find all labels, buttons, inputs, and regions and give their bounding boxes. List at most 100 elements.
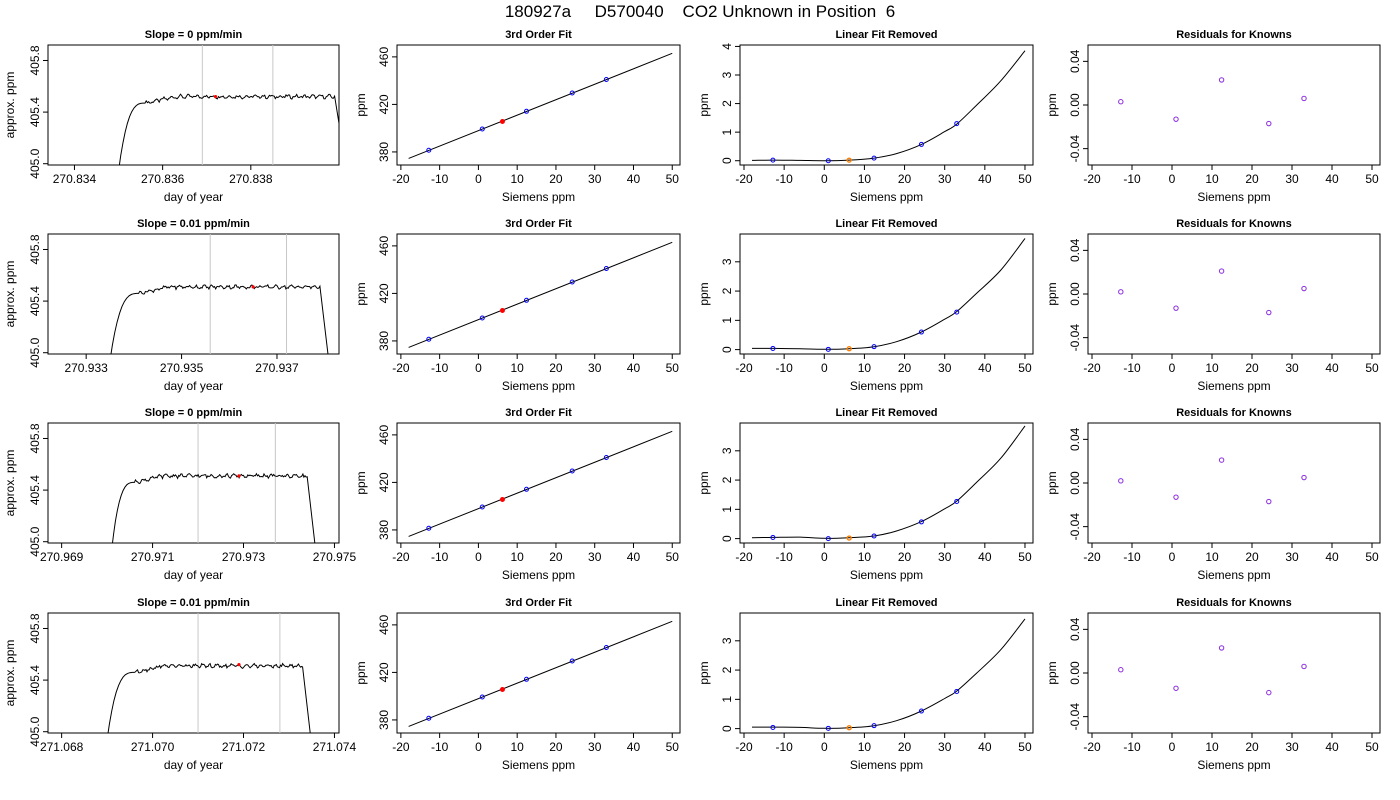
known-point bbox=[954, 309, 960, 315]
known-point bbox=[770, 724, 776, 730]
y-axis-label: ppm bbox=[354, 661, 368, 684]
y-tick-label: 420 bbox=[377, 283, 391, 303]
x-tick-label: 40 bbox=[627, 172, 641, 186]
y-tick-label: 2 bbox=[720, 100, 734, 107]
y-tick-label: 1 bbox=[720, 696, 734, 703]
x-tick-label: -20 bbox=[1083, 550, 1101, 564]
x-tick-label: -20 bbox=[735, 172, 753, 186]
residual-point bbox=[1118, 478, 1124, 484]
current-point-marker bbox=[251, 285, 255, 289]
residual-point bbox=[1173, 305, 1179, 311]
x-tick-label: 270.838 bbox=[229, 172, 273, 186]
x-axis-label: day of year bbox=[164, 758, 223, 772]
plot-area bbox=[408, 52, 673, 159]
x-tick-label: 270.937 bbox=[255, 361, 299, 375]
x-axis-label: Siemens ppm bbox=[850, 758, 923, 772]
x-tick-label: 0 bbox=[1169, 361, 1176, 375]
subplot-r2-c3: Linear Fit Removed -20 -10 0 10 20 30 40 50 0 1 2 3 S… bbox=[697, 218, 1034, 393]
x-tick-label: 40 bbox=[978, 740, 992, 754]
y-tick-label: 405.8 bbox=[28, 613, 42, 643]
known-point bbox=[825, 536, 831, 542]
y-tick-label: 405.4 bbox=[28, 665, 42, 695]
y-tick-label: 1 bbox=[720, 128, 734, 135]
x-tick-label: 30 bbox=[938, 172, 952, 186]
plot-frame bbox=[1087, 422, 1381, 544]
y-tick-label: 1 bbox=[720, 506, 734, 513]
x-tick-label: 0 bbox=[1169, 550, 1176, 564]
y-tick-label: 2 bbox=[720, 476, 734, 483]
y-tick-label: 405.0 bbox=[28, 526, 42, 556]
x-tick-label: -10 bbox=[1123, 550, 1141, 564]
y-tick-label: 0 bbox=[720, 725, 734, 732]
residual-point bbox=[1218, 645, 1225, 651]
known-point bbox=[770, 534, 776, 540]
fit-line bbox=[408, 620, 673, 727]
unknown-point bbox=[499, 308, 505, 314]
plot-area bbox=[408, 241, 673, 348]
subplot-r4-c2: 3rd Order Fit -20 -10 0 10 20 30 40 50 380 420 460 S… bbox=[354, 597, 681, 772]
y-tick-label: 420 bbox=[377, 94, 391, 114]
x-tick-label: 270.973 bbox=[222, 550, 266, 564]
x-axis-label: Siemens ppm bbox=[502, 568, 575, 582]
known-point bbox=[426, 147, 432, 153]
plot-title: 3rd Order Fit bbox=[505, 218, 572, 230]
plot-title: Linear Fit Removed bbox=[835, 218, 937, 230]
residual-point bbox=[1301, 663, 1307, 670]
residual-point bbox=[1173, 685, 1179, 691]
plot-area bbox=[111, 423, 316, 543]
x-tick-label: 20 bbox=[898, 172, 912, 186]
x-tick-label: 10 bbox=[510, 361, 524, 375]
x-tick-label: 50 bbox=[666, 550, 680, 564]
residual-point bbox=[1301, 95, 1307, 102]
x-tick-label: 20 bbox=[898, 361, 912, 375]
x-tick-label: 0 bbox=[821, 172, 828, 186]
x-axis-label: Siemens ppm bbox=[1197, 568, 1270, 582]
known-point bbox=[825, 158, 831, 164]
plot-frame bbox=[396, 422, 681, 544]
x-tick-label: 40 bbox=[1325, 550, 1339, 564]
known-point bbox=[426, 715, 432, 721]
x-tick-label: 50 bbox=[1365, 740, 1379, 754]
x-tick-label: 10 bbox=[510, 740, 524, 754]
plot-frame bbox=[47, 233, 340, 355]
x-axis-label: day of year bbox=[164, 190, 223, 204]
residual-point bbox=[1218, 77, 1225, 83]
x-tick-label: 50 bbox=[1365, 172, 1379, 186]
residual-point bbox=[1266, 498, 1272, 505]
known-point bbox=[918, 708, 924, 714]
x-axis-label: Siemens ppm bbox=[1197, 190, 1270, 204]
y-tick-label: 0 bbox=[720, 157, 734, 164]
plot-area bbox=[408, 620, 673, 727]
known-point bbox=[569, 468, 575, 474]
x-tick-label: 271.072 bbox=[222, 740, 266, 754]
known-point bbox=[569, 658, 575, 664]
known-point bbox=[770, 157, 776, 163]
x-tick-label: -20 bbox=[735, 740, 753, 754]
x-tick-label: 50 bbox=[1365, 550, 1379, 564]
y-tick-label: -0.04 bbox=[1068, 703, 1082, 731]
y-axis-label: ppm bbox=[1045, 93, 1059, 116]
plot-frame bbox=[739, 422, 1034, 544]
x-tick-label: 30 bbox=[1285, 172, 1299, 186]
plot-title: Residuals for Knowns bbox=[1176, 597, 1292, 609]
y-tick-label: -0.04 bbox=[1068, 513, 1082, 541]
plot-area bbox=[1118, 268, 1307, 316]
y-axis-label: ppm bbox=[354, 282, 368, 305]
plot-title: 3rd Order Fit bbox=[505, 407, 572, 419]
plot-title: Slope = 0.01 ppm/min bbox=[137, 218, 250, 230]
x-tick-label: 10 bbox=[1205, 361, 1219, 375]
plot-frame bbox=[47, 612, 340, 734]
time-series-trace bbox=[118, 93, 339, 165]
plot-area bbox=[1118, 645, 1307, 696]
y-tick-label: 3 bbox=[720, 447, 734, 454]
x-tick-label: 20 bbox=[549, 172, 563, 186]
y-axis-label: ppm bbox=[354, 93, 368, 116]
known-point bbox=[569, 279, 575, 285]
plot-title: Slope = 0 ppm/min bbox=[145, 29, 243, 41]
y-tick-label: 2 bbox=[720, 666, 734, 673]
residual-point bbox=[1218, 268, 1225, 274]
x-tick-label: 270.834 bbox=[53, 172, 97, 186]
y-axis-label: ppm bbox=[697, 282, 711, 305]
x-tick-label: 20 bbox=[549, 361, 563, 375]
